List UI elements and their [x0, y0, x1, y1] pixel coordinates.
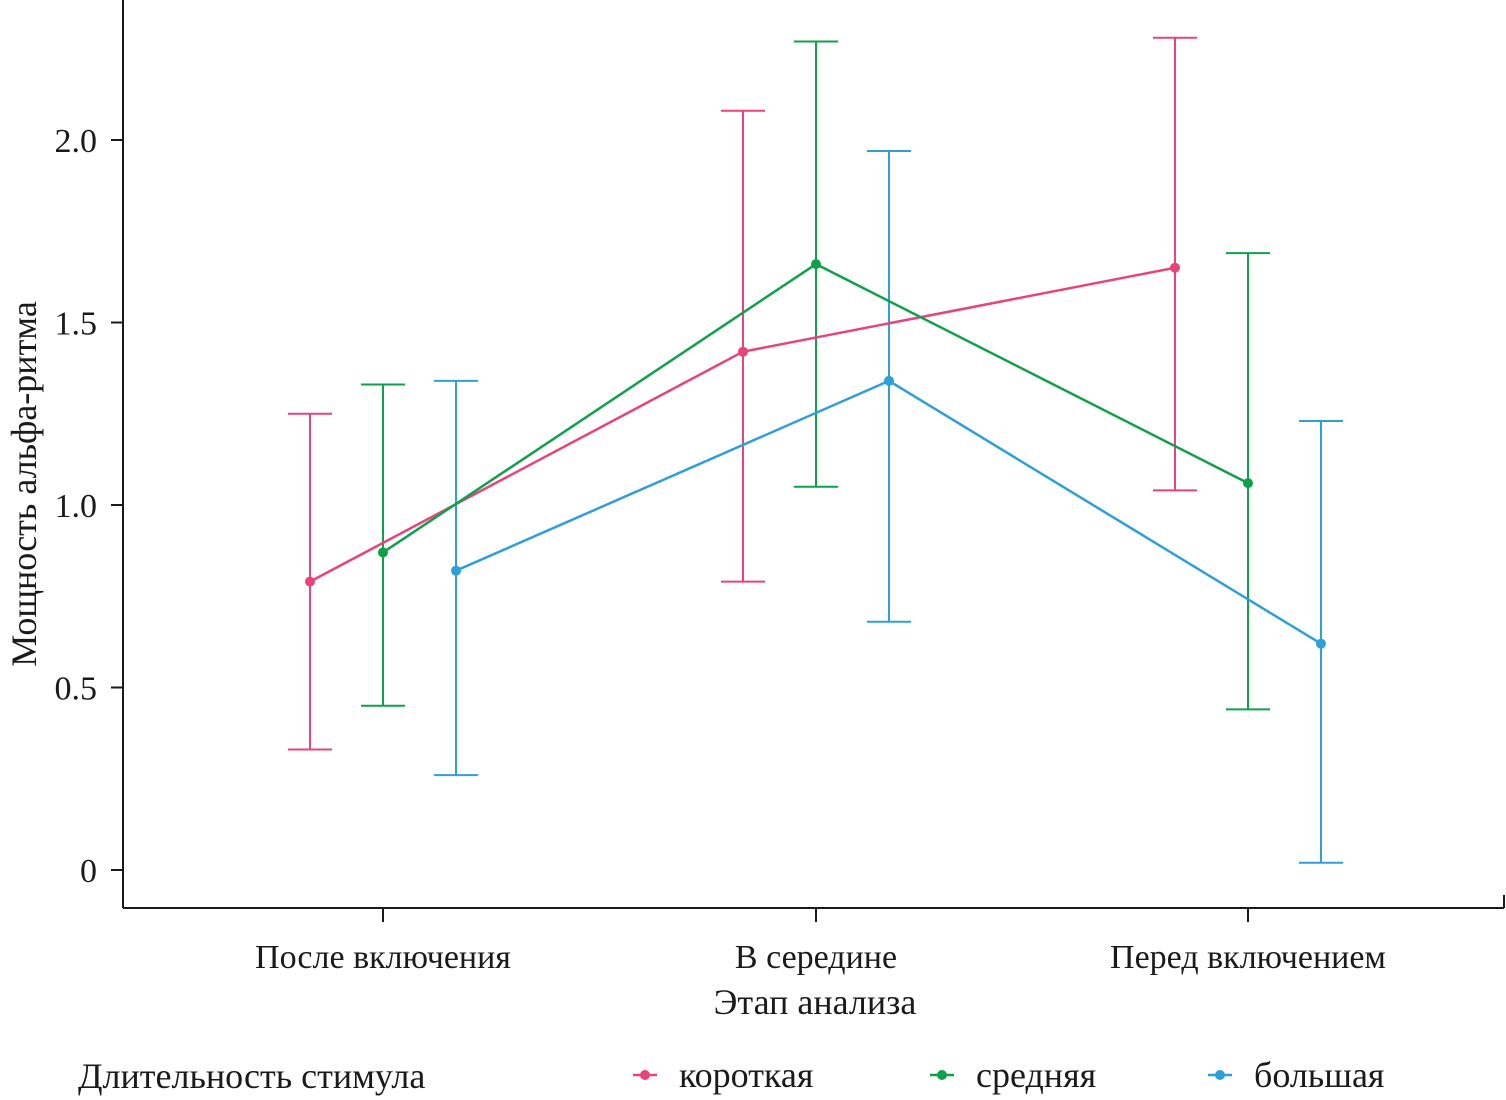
y-tick-label: 0.5: [55, 671, 98, 708]
data-point: [378, 547, 388, 558]
y-ticks: 0 0.5 1.0 1.5 2.0: [55, 123, 123, 890]
legend-label: короткая: [679, 1055, 813, 1095]
data-point: [884, 375, 894, 386]
legend-title: Длительность стимула: [78, 1056, 425, 1096]
legend: Длительность стимула короткая средняя боль…: [78, 1055, 1384, 1096]
x-ticks: После включения В середине Перед включение…: [255, 908, 1386, 976]
x-axis-title: Этап анализа: [714, 982, 917, 1022]
legend-label: большая: [1254, 1055, 1384, 1095]
data-point: [738, 346, 748, 357]
x-tick-label: После включения: [255, 939, 511, 976]
data-point: [305, 576, 315, 587]
axes: [122, 0, 1505, 909]
data-point: [811, 259, 821, 270]
series-points: [305, 259, 1326, 649]
x-tick-label: Перед включением: [1110, 939, 1386, 976]
data-point: [1316, 638, 1326, 649]
legend-entry: короткая: [633, 1055, 813, 1095]
y-tick-label: 1.0: [55, 488, 98, 525]
legend-swatch-point: [1215, 1070, 1225, 1080]
y-tick-label: 0: [80, 853, 97, 890]
legend-swatch-point: [640, 1070, 650, 1080]
error-bar: [867, 149, 911, 623]
data-point: [1170, 262, 1180, 273]
y-tick-label: 2.0: [55, 123, 98, 160]
legend-swatch-point: [937, 1070, 947, 1080]
legend-entry: средняя: [930, 1055, 1096, 1095]
error-bar: [721, 109, 765, 583]
legend-entry: большая: [1208, 1055, 1384, 1095]
legend-label: средняя: [976, 1055, 1096, 1095]
data-point: [451, 565, 461, 576]
legend-entries: короткая средняя большая: [633, 1055, 1384, 1095]
data-point: [1243, 478, 1253, 489]
error-bar: [434, 379, 478, 777]
error-bar: [361, 383, 405, 707]
y-tick-label: 1.5: [55, 306, 98, 343]
x-tick-label: В середине: [735, 939, 897, 976]
y-axis-title: Мощность альфа-ритма: [4, 301, 44, 667]
